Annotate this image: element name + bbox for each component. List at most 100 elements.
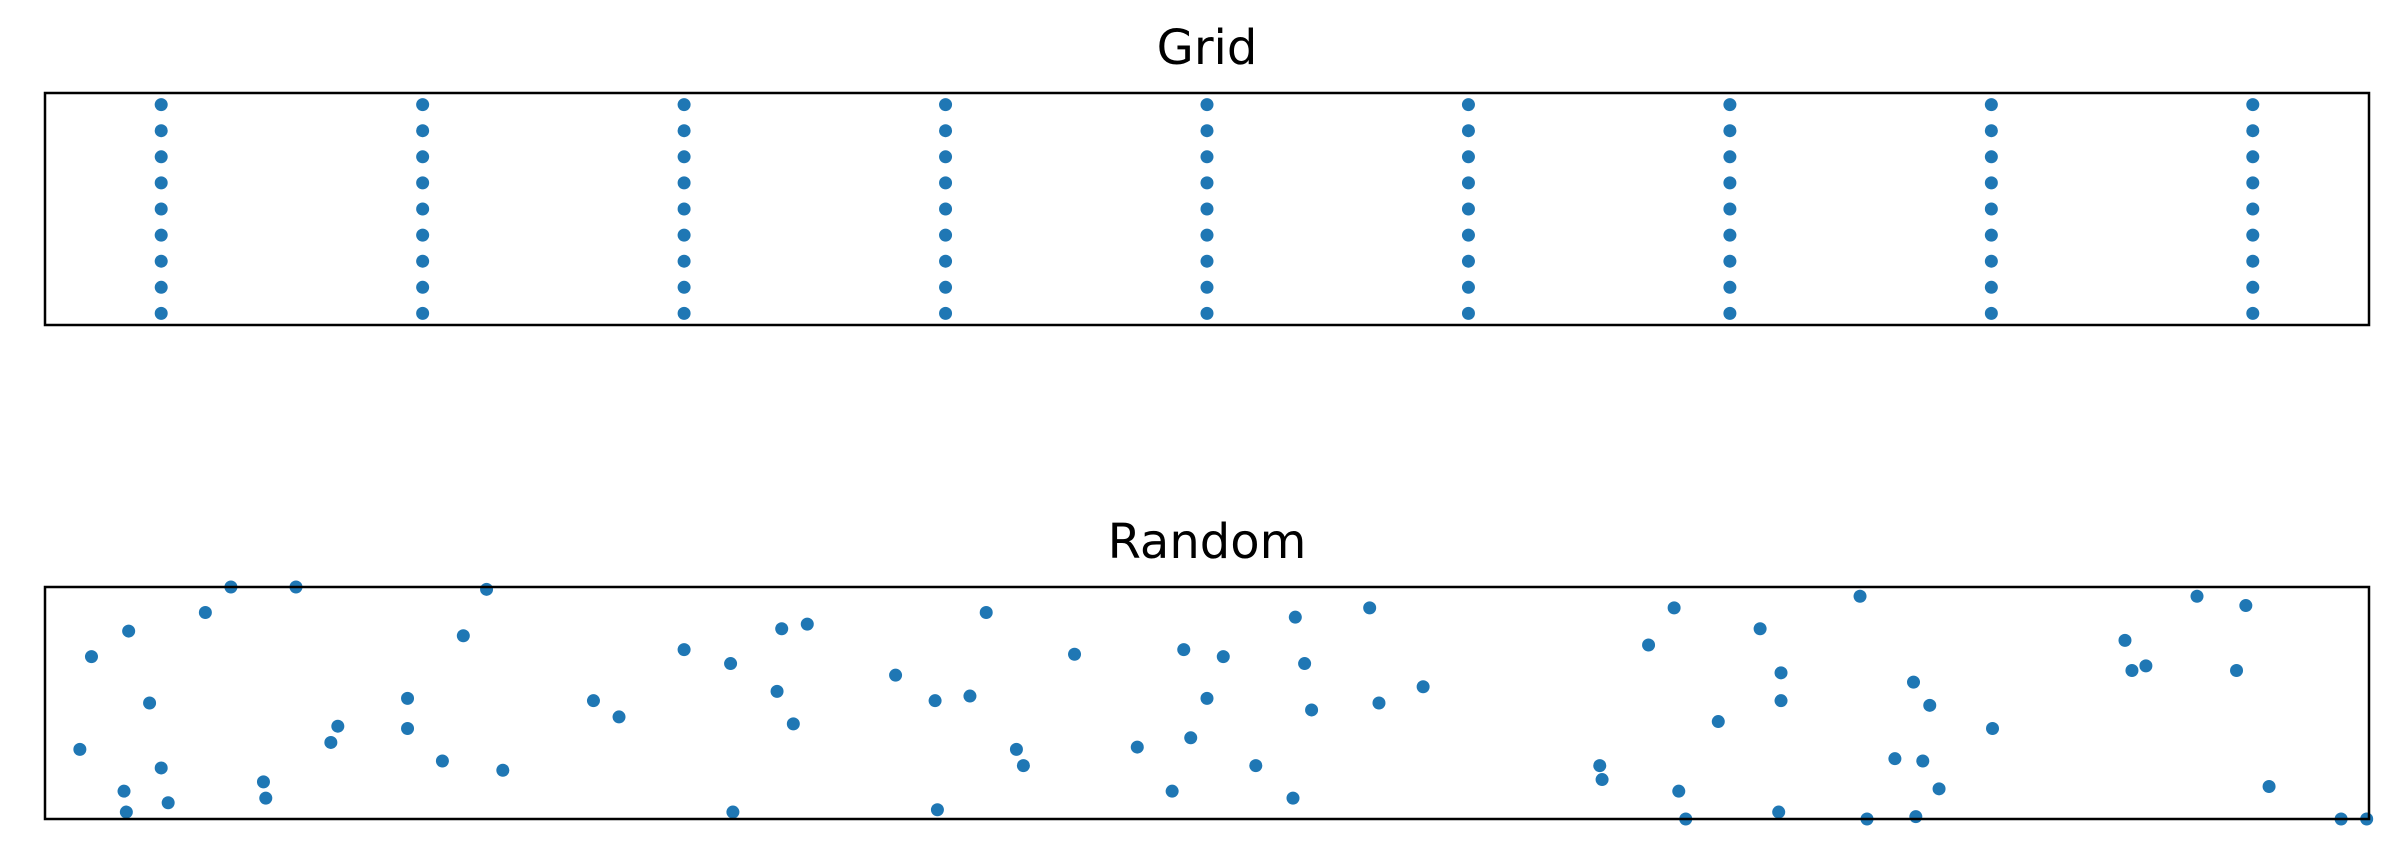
grid-point-62 xyxy=(1723,98,1737,112)
grid-point-0 xyxy=(154,306,168,320)
random-point-77 xyxy=(2239,599,2253,613)
grid-panel-frame xyxy=(43,91,2371,327)
grid-point-60 xyxy=(1723,150,1737,164)
grid-point-46 xyxy=(1461,280,1475,294)
grid-point-21 xyxy=(677,228,691,242)
random-point-74 xyxy=(2139,659,2153,673)
random-point-66 xyxy=(1907,675,1920,689)
random-point-7 xyxy=(161,796,175,810)
grid-point-17 xyxy=(416,98,430,112)
random-point-63 xyxy=(1853,589,1867,603)
random-point-68 xyxy=(1916,754,1930,768)
random-point-3 xyxy=(119,805,133,819)
random-point-36 xyxy=(1016,759,1030,773)
random-point-21 xyxy=(586,694,600,708)
grid-point-70 xyxy=(1984,124,1998,138)
random-point-10 xyxy=(256,775,270,789)
random-panel: Random xyxy=(43,514,2374,826)
grid-point-76 xyxy=(2246,202,2260,216)
random-point-39 xyxy=(1165,784,1179,798)
grid-point-7 xyxy=(154,124,168,138)
random-point-31 xyxy=(928,694,942,708)
grid-points xyxy=(154,98,2260,320)
grid-point-53 xyxy=(1461,98,1475,112)
random-point-18 xyxy=(456,629,470,643)
grid-point-27 xyxy=(939,306,953,320)
grid-point-50 xyxy=(1461,176,1475,190)
grid-point-34 xyxy=(939,124,953,138)
random-point-59 xyxy=(1753,622,1767,636)
grid-point-49 xyxy=(1461,202,1475,216)
random-points xyxy=(73,580,2374,826)
random-point-28 xyxy=(786,717,800,731)
grid-point-37 xyxy=(1200,280,1214,294)
random-point-40 xyxy=(1177,643,1191,657)
random-point-1 xyxy=(84,650,98,664)
grid-point-19 xyxy=(677,280,691,294)
random-point-45 xyxy=(1286,791,1300,805)
grid-point-9 xyxy=(416,306,430,320)
grid-point-74 xyxy=(2246,254,2260,268)
random-point-60 xyxy=(1772,805,1786,819)
random-point-51 xyxy=(1416,680,1430,694)
grid-point-22 xyxy=(677,202,691,216)
grid-point-57 xyxy=(1723,228,1737,242)
random-point-16 xyxy=(401,722,415,736)
grid-point-10 xyxy=(416,280,430,294)
grid-point-55 xyxy=(1723,280,1737,294)
random-point-43 xyxy=(1216,650,1230,664)
grid-point-80 xyxy=(2246,98,2260,112)
grid-point-42 xyxy=(1200,150,1214,164)
grid-point-75 xyxy=(2246,228,2260,242)
random-point-69 xyxy=(1923,698,1937,712)
grid-point-73 xyxy=(2246,280,2260,294)
grid-point-3 xyxy=(154,228,168,242)
grid-point-58 xyxy=(1723,202,1737,216)
random-point-56 xyxy=(1672,784,1686,798)
random-point-5 xyxy=(143,696,157,710)
random-point-42 xyxy=(1200,691,1214,705)
grid-point-69 xyxy=(1984,150,1998,164)
random-point-8 xyxy=(198,606,212,620)
grid-point-11 xyxy=(416,254,430,268)
random-point-48 xyxy=(1305,703,1319,717)
random-point-13 xyxy=(324,735,338,749)
random-point-54 xyxy=(1642,638,1656,652)
random-point-50 xyxy=(1372,696,1386,710)
random-point-46 xyxy=(1288,610,1302,624)
grid-point-48 xyxy=(1461,228,1475,242)
random-point-20 xyxy=(496,763,510,777)
random-point-24 xyxy=(724,657,738,671)
grid-point-40 xyxy=(1200,202,1214,216)
random-point-37 xyxy=(1068,647,1082,661)
grid-point-30 xyxy=(939,228,953,242)
grid-point-38 xyxy=(1200,254,1214,268)
grid-point-2 xyxy=(154,254,168,268)
random-point-49 xyxy=(1363,601,1377,615)
random-point-38 xyxy=(1130,740,1144,754)
grid-point-79 xyxy=(2246,124,2260,138)
grid-point-24 xyxy=(677,150,691,164)
grid-point-13 xyxy=(416,202,430,216)
grid-point-56 xyxy=(1723,254,1737,268)
random-point-52 xyxy=(1593,759,1607,773)
grid-point-43 xyxy=(1200,124,1214,138)
random-point-22 xyxy=(612,710,626,724)
grid-point-14 xyxy=(416,176,430,190)
random-point-30 xyxy=(889,668,903,682)
random-point-27 xyxy=(775,622,789,636)
random-point-34 xyxy=(979,606,993,620)
random-point-61 xyxy=(1774,666,1788,680)
random-point-11 xyxy=(259,791,273,805)
grid-point-59 xyxy=(1723,176,1737,190)
grid-point-71 xyxy=(1984,98,1998,112)
random-point-23 xyxy=(677,643,691,657)
grid-point-20 xyxy=(677,254,691,268)
grid-point-6 xyxy=(154,150,168,164)
grid-point-36 xyxy=(1200,306,1214,320)
random-point-62 xyxy=(1774,694,1788,708)
grid-point-41 xyxy=(1200,176,1214,190)
grid-point-16 xyxy=(416,124,430,138)
grid-point-26 xyxy=(677,98,691,112)
grid-point-33 xyxy=(939,150,953,164)
